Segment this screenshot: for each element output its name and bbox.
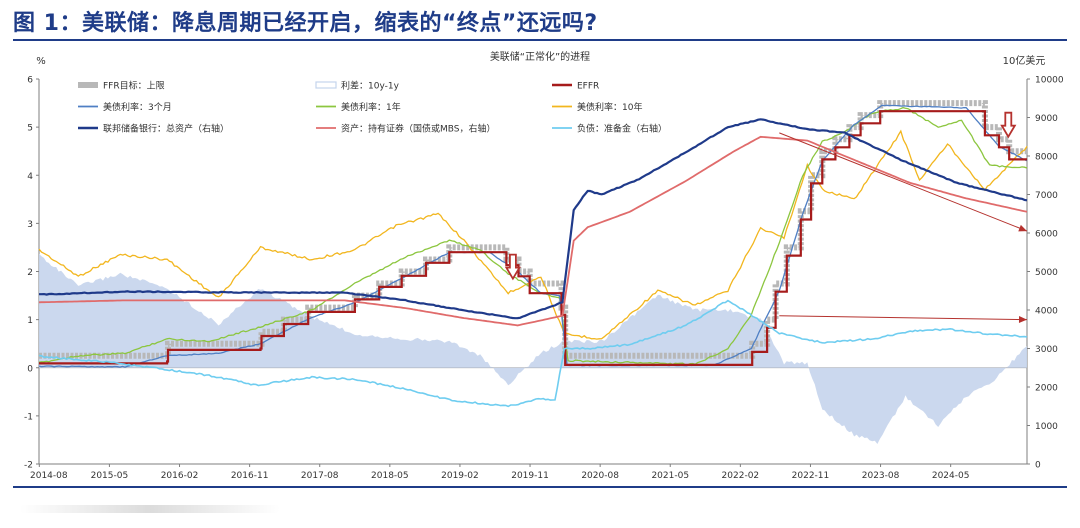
- right-tick-label: 7000: [1035, 191, 1058, 201]
- left-tick-label: 4: [27, 172, 33, 182]
- legend-label: 负债：准备金（右轴）: [577, 123, 667, 135]
- trend-arrow-line: [779, 315, 1028, 321]
- x-tick-label: 2015-05: [91, 471, 129, 481]
- left-tick-label: 2: [27, 268, 33, 278]
- right-tick-label: 0: [1035, 461, 1041, 471]
- right-tick-label: 3000: [1035, 345, 1058, 355]
- x-tick-label: 2014-08: [30, 471, 68, 481]
- left-tick-label: 3: [27, 220, 33, 230]
- x-tick-label: 2022-02: [722, 471, 760, 481]
- down-arrow-marker: [1000, 111, 1017, 139]
- x-tick-label: 2021-05: [651, 471, 689, 481]
- right-tick-label: 6000: [1035, 230, 1058, 240]
- right-tick-label: 5000: [1035, 268, 1058, 278]
- left-tick-label: 1: [27, 316, 33, 326]
- x-tick-label: 2023-08: [862, 471, 900, 481]
- x-tick-label: 2019-11: [511, 471, 549, 481]
- legend-label: 利差：10y-1y: [341, 80, 400, 92]
- right-tick-label: 10000: [1035, 76, 1064, 86]
- bottom-rule: [13, 486, 1067, 488]
- right-tick-label: 8000: [1035, 153, 1058, 163]
- legend-label: EFFR: [577, 82, 599, 92]
- trend-arrow-head: [1018, 316, 1027, 324]
- x-tick-label: 2017-08: [301, 471, 339, 481]
- annotations: [504, 111, 1028, 324]
- x-tick-label: 2022-11: [792, 471, 830, 481]
- chart-title: 美联储“正常化”的进程: [490, 50, 590, 63]
- legend-label: 美债利率：3个月: [103, 101, 172, 113]
- title-rule: [13, 39, 1067, 41]
- left-tick-label: 0: [27, 364, 33, 374]
- legend-label: FFR目标：上限: [103, 80, 165, 92]
- right-tick-label: 9000: [1035, 114, 1058, 124]
- x-tick-label: 2016-02: [161, 471, 199, 481]
- down-arrow-marker: [504, 253, 521, 281]
- left-tick-label: -2: [24, 461, 33, 471]
- axes: 6543210-1-210000900080007000600050004000…: [24, 76, 1064, 482]
- right-tick-label: 2000: [1035, 384, 1058, 394]
- right-axis-label: 10亿美元: [1003, 54, 1046, 67]
- x-tick-label: 2024-05: [932, 471, 970, 481]
- bottom-decoration: [20, 505, 280, 513]
- left-tick-label: 6: [27, 76, 33, 86]
- x-tick-label: 2018-05: [371, 471, 409, 481]
- series-line-securities: [38, 135, 1028, 327]
- plot-area: [38, 100, 1028, 444]
- series-line-total_assets: [39, 118, 1028, 320]
- series-line-t3m: [38, 104, 1028, 368]
- legend-swatch: [78, 82, 98, 88]
- legend: FFR目标：上限 利差：10y-1y EFFR 美债利率：3个月 美债利率：1年 美债利率…: [78, 80, 667, 135]
- x-tick-label: 2016-11: [231, 471, 269, 481]
- legend-label: 美债利率：1年: [341, 101, 401, 113]
- right-tick-label: 1000: [1035, 422, 1058, 432]
- figure-title: 图 1：美联储：降息周期已经开启，缩表的“终点”还远吗?: [13, 11, 598, 36]
- series-line-reserves: [38, 299, 1028, 408]
- legend-label: 联邦储备银行：总资产（右轴）: [103, 123, 229, 135]
- legend-label: 资产：持有证券（国债或MBS，右轴）: [341, 123, 496, 135]
- left-tick-label: -1: [24, 412, 33, 422]
- legend-label: 美债利率：10年: [577, 101, 642, 113]
- trend-arrow-head: [1018, 224, 1027, 232]
- x-tick-label: 2019-02: [441, 471, 479, 481]
- left-tick-label: 5: [27, 124, 33, 134]
- trend-arrow-line: [779, 132, 1028, 232]
- x-tick-label: 2020-08: [581, 471, 619, 481]
- left-axis-label: %: [36, 56, 46, 67]
- legend-swatch: [315, 81, 337, 89]
- right-tick-label: 4000: [1035, 307, 1058, 317]
